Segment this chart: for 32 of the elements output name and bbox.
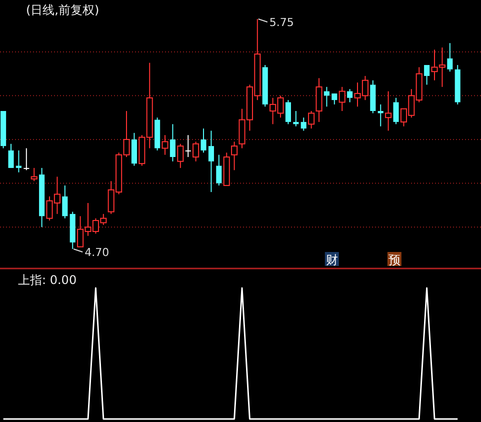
candlestick	[30, 167, 38, 182]
chart-title: (日线,前复权)	[26, 3, 100, 17]
candlestick	[424, 64, 430, 86]
candlestick	[216, 154, 222, 186]
candlestick	[24, 148, 30, 171]
candlestick	[162, 134, 168, 156]
candlestick	[338, 86, 346, 112]
candlestick	[447, 42, 453, 72]
text: 预	[388, 253, 400, 267]
candlestick	[385, 90, 392, 132]
candlestick	[208, 130, 214, 193]
candlestick	[231, 141, 238, 171]
candlestick	[293, 110, 299, 127]
candlestick	[185, 134, 191, 158]
candlestick	[285, 100, 291, 125]
candlestick	[170, 124, 176, 162]
candlestick	[62, 184, 68, 219]
chart-title: 上指: 0.00	[18, 273, 77, 287]
candlestick	[347, 88, 353, 103]
candlestick	[378, 104, 384, 127]
candlestick	[300, 117, 306, 132]
candlestick	[324, 86, 330, 108]
candlestick	[8, 143, 14, 168]
candlestick	[177, 143, 184, 168]
annotation: 4.70	[84, 246, 110, 259]
candlestick	[308, 110, 315, 130]
text: 财	[326, 253, 338, 267]
candlestick	[192, 141, 200, 162]
candlestick	[393, 97, 399, 125]
candlestick	[16, 150, 22, 173]
annotation: 5.75	[269, 16, 294, 29]
candlestick	[200, 128, 206, 154]
